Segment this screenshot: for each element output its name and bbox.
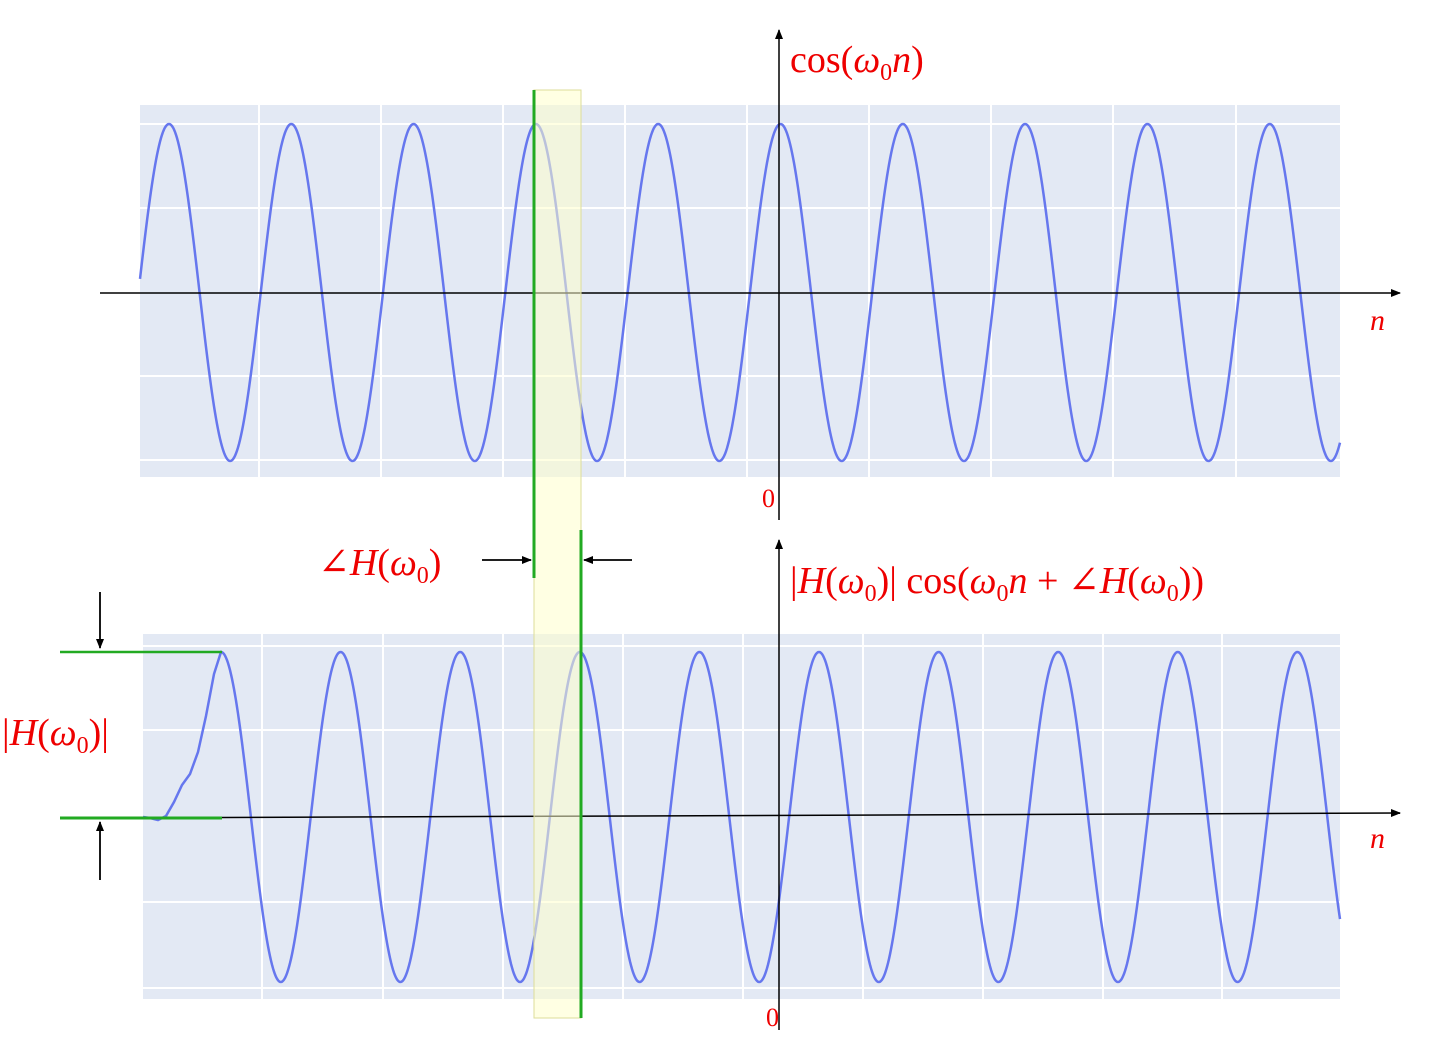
bottom-x-axis-label: n <box>1370 822 1385 855</box>
bottom-shifted-signal <box>142 650 1342 984</box>
bottom-panel: |H(ω0)| cos(ω0n + ∠H(ω0)) n 0 <box>99 539 1401 1032</box>
top-panel: cos(ω0n) n 0 <box>100 29 1401 520</box>
top-panel-grid <box>140 105 1340 477</box>
top-panel-background <box>140 105 1340 477</box>
top-cosine-signal <box>138 122 1342 463</box>
magnitude-label: |H(ω0)| <box>2 712 109 759</box>
top-panel-label: cos(ω0n) <box>790 39 924 86</box>
top-origin-label: 0 <box>762 484 775 513</box>
phase-annotation: ∠H(ω0) <box>318 542 632 589</box>
bottom-x-axis <box>99 809 1401 819</box>
phase-label: ∠H(ω0) <box>318 542 441 589</box>
magnitude-annotation: |H(ω0)| <box>2 592 109 880</box>
bottom-panel-label: |H(ω0)| cos(ω0n + ∠H(ω0)) <box>790 560 1204 607</box>
bottom-origin-label: 0 <box>766 1003 779 1032</box>
top-x-axis-label: n <box>1370 304 1385 337</box>
phase-highlight-band <box>533 89 582 1019</box>
